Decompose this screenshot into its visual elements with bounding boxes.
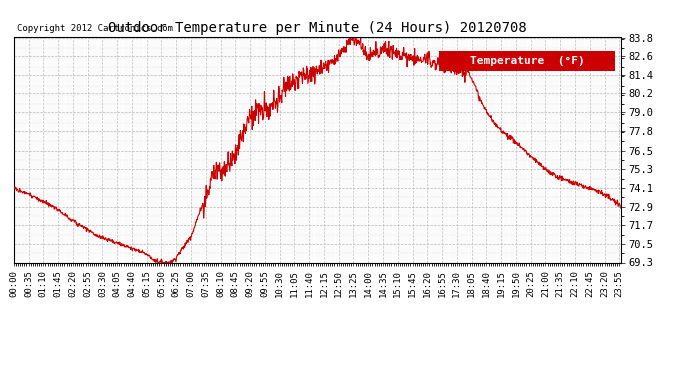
FancyBboxPatch shape [439,51,615,71]
Text: Copyright 2012 Cartronics.com: Copyright 2012 Cartronics.com [17,24,172,33]
Text: Temperature  (°F): Temperature (°F) [469,56,584,66]
Title: Outdoor Temperature per Minute (24 Hours) 20120708: Outdoor Temperature per Minute (24 Hours… [108,21,526,35]
